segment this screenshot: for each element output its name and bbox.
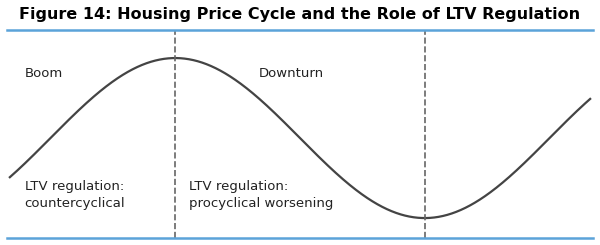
Title: Figure 14: Housing Price Cycle and the Role of LTV Regulation: Figure 14: Housing Price Cycle and the R… [19, 7, 581, 22]
Text: LTV regulation:
procyclical worsening: LTV regulation: procyclical worsening [188, 180, 333, 210]
Text: LTV regulation:
countercyclical: LTV regulation: countercyclical [25, 180, 125, 210]
Text: Boom: Boom [25, 67, 63, 81]
Text: Downturn: Downturn [259, 67, 324, 81]
